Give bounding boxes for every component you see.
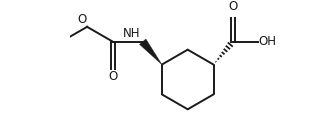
Text: OH: OH <box>259 35 277 48</box>
Text: O: O <box>77 13 86 26</box>
Text: O: O <box>228 0 237 13</box>
Text: NH: NH <box>123 27 141 40</box>
Polygon shape <box>140 39 162 65</box>
Text: O: O <box>108 70 118 83</box>
